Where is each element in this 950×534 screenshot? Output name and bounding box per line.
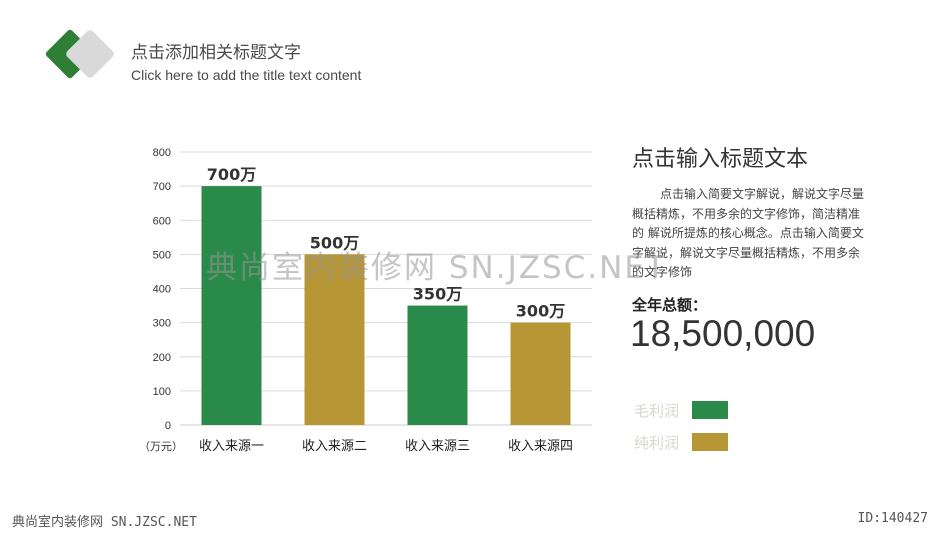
bar <box>201 186 262 425</box>
legend-label: 毛利润 <box>634 401 680 420</box>
logo-icon <box>45 29 114 79</box>
page-title-block: 点击添加相关标题文字 Click here to add the title t… <box>131 42 361 86</box>
y-tick-label: 300 <box>153 318 171 330</box>
y-tick-label: 400 <box>153 284 171 296</box>
y-unit-label: （万元） <box>139 440 183 453</box>
y-tick-label: 700 <box>153 181 171 193</box>
y-tick-label: 100 <box>153 386 171 398</box>
legend-item-net: 纯利润 <box>634 432 728 452</box>
total-value[interactable]: 18,500,000 <box>630 313 816 354</box>
legend-item-gross: 毛利润 <box>634 400 728 420</box>
x-tick-label: 收入来源一 <box>199 439 264 454</box>
side-title[interactable]: 点击输入标题文本 <box>632 147 809 172</box>
data-label: 300万 <box>516 302 565 321</box>
footer-site: 典尚室内装修网 SN.JZSC.NET <box>12 515 197 530</box>
legend-swatch-gold <box>692 433 728 451</box>
legend-label: 纯利润 <box>634 433 680 452</box>
data-label: 500万 <box>310 233 359 252</box>
total-label: 全年总额： <box>632 296 708 314</box>
bar <box>304 254 365 425</box>
legend-swatch-green <box>692 401 728 419</box>
side-description[interactable]: 点击输入简要文字解说，解说文字尽量概括精炼，不用多余的文字修饰，简洁精准的 解说… <box>632 187 865 279</box>
y-tick-label: 800 <box>153 147 171 159</box>
y-tick-label: 600 <box>153 215 171 227</box>
footer-id: ID:140427 <box>857 511 928 526</box>
bar <box>407 305 468 425</box>
data-label: 700万 <box>207 165 256 184</box>
x-tick-label: 收入来源二 <box>302 439 367 454</box>
y-tick-label: 0 <box>165 420 171 432</box>
x-tick-label: 收入来源三 <box>405 439 470 454</box>
y-tick-label: 200 <box>153 352 171 364</box>
y-tick-label: 500 <box>153 249 171 261</box>
watermark: 典尚室内装修网 SN.JZSC.NET <box>206 250 667 286</box>
bar <box>510 322 571 425</box>
data-label: 350万 <box>413 285 462 304</box>
page-subtitle[interactable]: Click here to add the title text content <box>131 67 362 83</box>
x-tick-label: 收入来源四 <box>508 439 573 454</box>
page-title[interactable]: 点击添加相关标题文字 <box>131 43 301 63</box>
